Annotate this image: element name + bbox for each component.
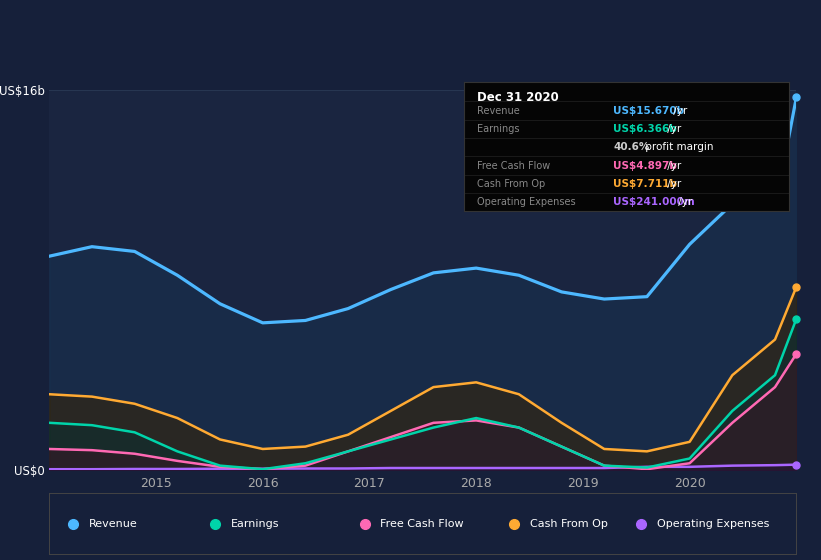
- Text: /yr: /yr: [676, 197, 693, 207]
- Text: Dec 31 2020: Dec 31 2020: [477, 91, 558, 104]
- Text: Cash From Op: Cash From Op: [530, 519, 608, 529]
- Text: /yr: /yr: [670, 106, 687, 115]
- Text: US$7.711b: US$7.711b: [613, 179, 677, 189]
- Text: Revenue: Revenue: [477, 106, 520, 115]
- Text: /yr: /yr: [664, 124, 681, 134]
- Text: Operating Expenses: Operating Expenses: [477, 197, 576, 207]
- Text: Revenue: Revenue: [89, 519, 138, 529]
- Text: 40.6%: 40.6%: [613, 142, 649, 152]
- Text: US$6.366b: US$6.366b: [613, 124, 677, 134]
- Text: US$241.000m: US$241.000m: [613, 197, 695, 207]
- Text: /yr: /yr: [664, 161, 681, 171]
- Text: Operating Expenses: Operating Expenses: [657, 519, 769, 529]
- Text: Earnings: Earnings: [477, 124, 520, 134]
- Text: US$4.897b: US$4.897b: [613, 161, 677, 171]
- Text: profit margin: profit margin: [642, 142, 713, 152]
- Text: Cash From Op: Cash From Op: [477, 179, 545, 189]
- Text: Earnings: Earnings: [231, 519, 279, 529]
- Text: Free Cash Flow: Free Cash Flow: [477, 161, 550, 171]
- Text: US$15.670b: US$15.670b: [613, 106, 685, 115]
- Text: Free Cash Flow: Free Cash Flow: [380, 519, 464, 529]
- Text: /yr: /yr: [664, 179, 681, 189]
